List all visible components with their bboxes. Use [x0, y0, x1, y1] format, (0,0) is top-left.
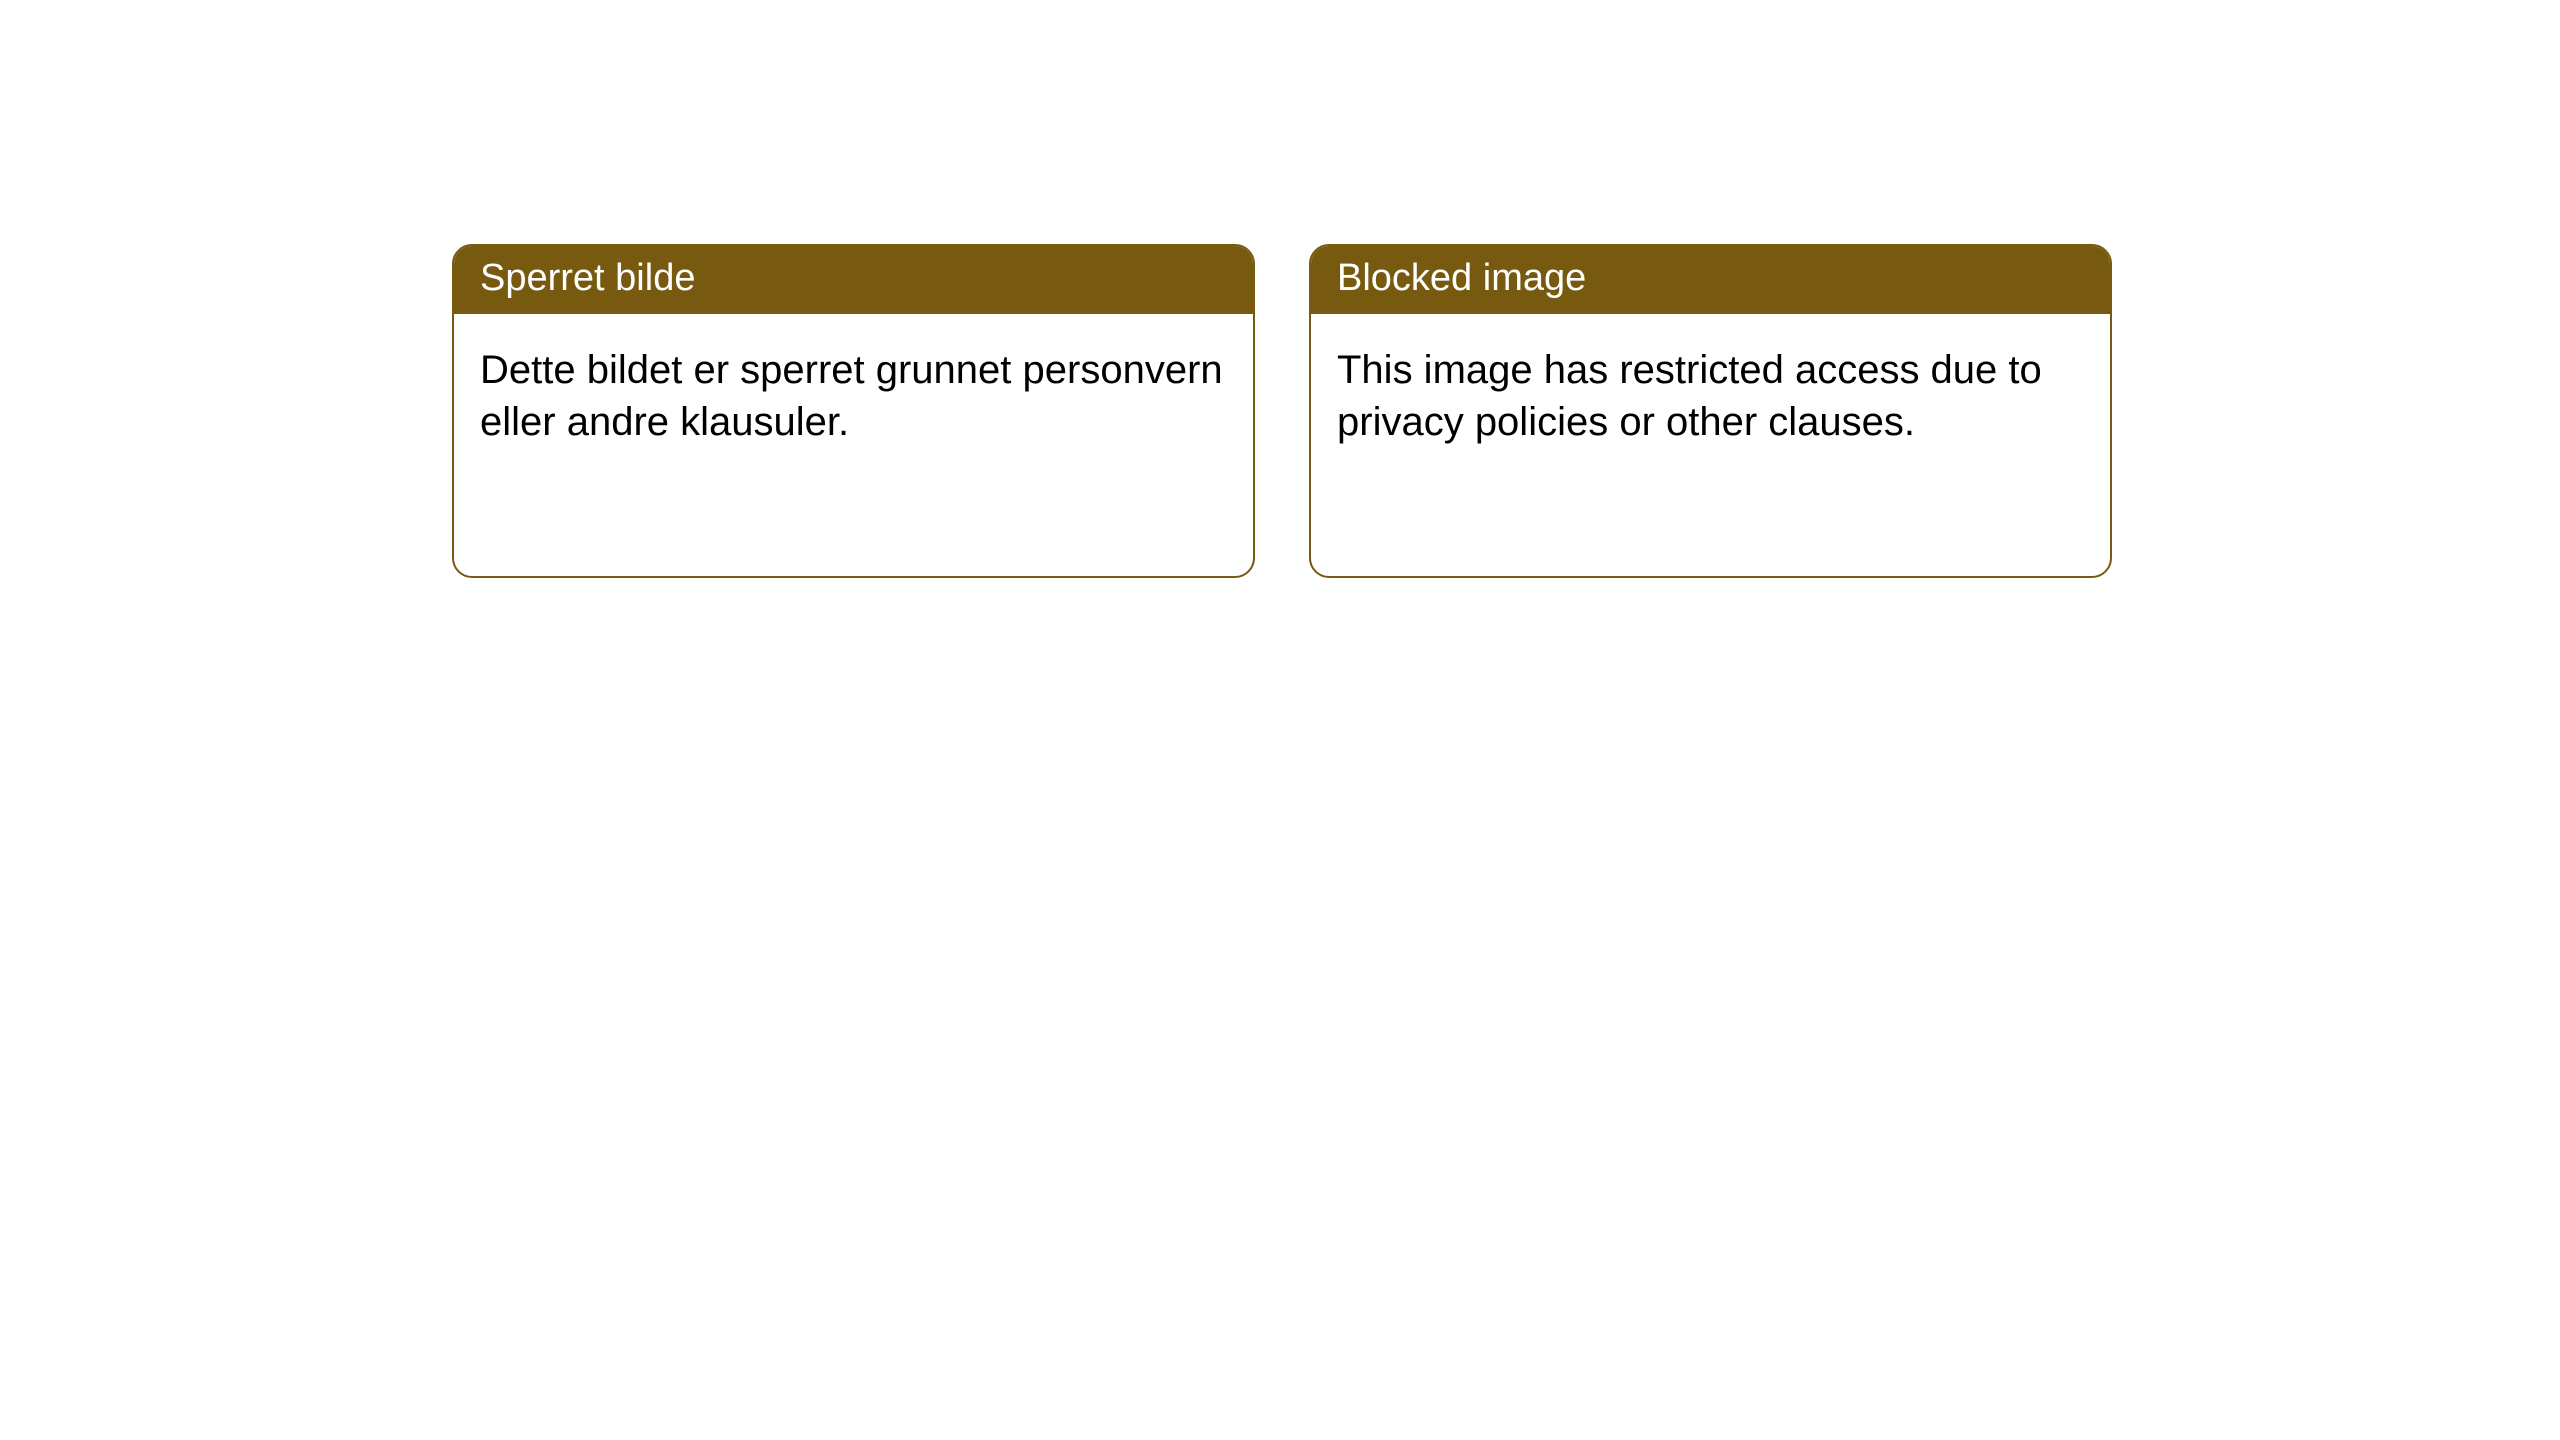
blocked-image-card-no: Sperret bilde Dette bildet er sperret gr… — [452, 244, 1255, 578]
blocked-image-card-en: Blocked image This image has restricted … — [1309, 244, 2112, 578]
card-body-text: This image has restricted access due to … — [1337, 348, 2042, 444]
card-title: Sperret bilde — [480, 257, 695, 299]
card-header: Sperret bilde — [454, 246, 1253, 314]
card-title: Blocked image — [1337, 257, 1586, 299]
cards-container: Sperret bilde Dette bildet er sperret gr… — [0, 0, 2560, 578]
card-body-text: Dette bildet er sperret grunnet personve… — [480, 348, 1223, 444]
card-header: Blocked image — [1311, 246, 2110, 314]
card-body: Dette bildet er sperret grunnet personve… — [454, 314, 1253, 478]
card-body: This image has restricted access due to … — [1311, 314, 2110, 478]
